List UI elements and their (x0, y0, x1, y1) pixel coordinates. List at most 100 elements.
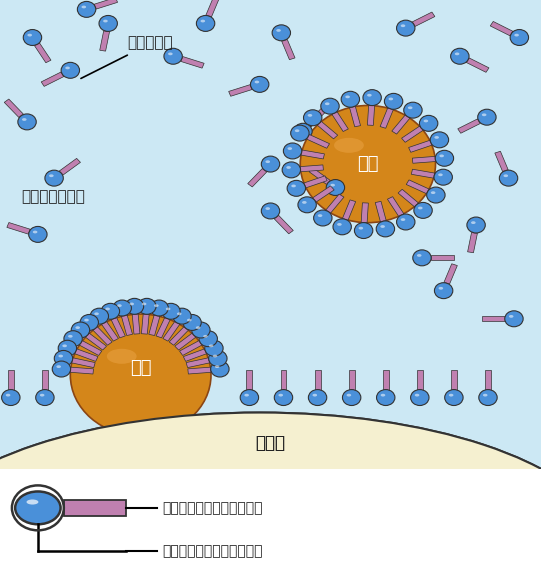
Circle shape (304, 110, 322, 126)
Polygon shape (398, 189, 419, 207)
Polygon shape (375, 202, 386, 222)
Polygon shape (412, 156, 436, 163)
Circle shape (445, 390, 463, 406)
Ellipse shape (331, 184, 335, 186)
Polygon shape (467, 233, 477, 253)
Circle shape (61, 62, 80, 79)
Ellipse shape (117, 304, 122, 307)
Polygon shape (121, 315, 133, 336)
Ellipse shape (417, 254, 421, 257)
Ellipse shape (359, 227, 363, 230)
Ellipse shape (276, 29, 281, 32)
Circle shape (101, 304, 120, 319)
Circle shape (77, 1, 96, 18)
Circle shape (478, 109, 496, 125)
Polygon shape (183, 349, 207, 362)
Polygon shape (412, 12, 435, 26)
Circle shape (427, 187, 445, 203)
Polygon shape (59, 158, 81, 175)
Circle shape (80, 315, 98, 331)
Polygon shape (317, 121, 338, 139)
Circle shape (240, 390, 259, 406)
Circle shape (326, 179, 345, 196)
Polygon shape (482, 316, 505, 321)
Ellipse shape (65, 67, 70, 69)
Circle shape (499, 170, 518, 186)
Ellipse shape (408, 107, 412, 109)
Circle shape (183, 315, 201, 331)
Ellipse shape (418, 207, 423, 209)
Circle shape (196, 15, 215, 32)
Polygon shape (163, 322, 180, 341)
Circle shape (272, 25, 291, 41)
Ellipse shape (438, 173, 443, 176)
Polygon shape (35, 43, 51, 63)
Text: 汚れ: 汚れ (357, 155, 379, 173)
Polygon shape (301, 150, 325, 159)
Polygon shape (72, 358, 95, 367)
Ellipse shape (286, 166, 291, 169)
Circle shape (434, 169, 452, 185)
Circle shape (23, 29, 42, 46)
Circle shape (54, 350, 72, 366)
Polygon shape (141, 314, 149, 334)
Polygon shape (156, 318, 170, 338)
Polygon shape (41, 72, 64, 86)
Polygon shape (149, 315, 160, 336)
Circle shape (2, 390, 20, 406)
Polygon shape (444, 264, 457, 284)
Ellipse shape (68, 335, 72, 338)
Ellipse shape (22, 118, 27, 121)
Ellipse shape (154, 304, 159, 307)
Polygon shape (367, 105, 374, 125)
Polygon shape (75, 349, 98, 362)
Ellipse shape (424, 120, 428, 122)
Ellipse shape (166, 308, 170, 311)
Polygon shape (349, 370, 355, 390)
Circle shape (430, 132, 448, 148)
Ellipse shape (482, 114, 486, 116)
Circle shape (70, 314, 211, 436)
Circle shape (377, 390, 395, 406)
Circle shape (274, 390, 293, 406)
Polygon shape (247, 370, 252, 390)
Ellipse shape (439, 155, 444, 157)
Circle shape (210, 361, 229, 377)
Ellipse shape (483, 394, 487, 397)
Ellipse shape (308, 114, 312, 117)
Circle shape (333, 219, 351, 235)
Circle shape (113, 300, 131, 316)
Circle shape (204, 340, 223, 356)
Polygon shape (7, 223, 30, 234)
Polygon shape (495, 151, 508, 172)
Circle shape (414, 202, 432, 219)
Ellipse shape (0, 413, 541, 586)
Ellipse shape (291, 185, 296, 188)
Ellipse shape (27, 499, 38, 505)
Polygon shape (485, 370, 491, 390)
Ellipse shape (40, 394, 44, 397)
Text: 洗剤の溶けた水: 洗剤の溶けた水 (22, 189, 85, 205)
Polygon shape (300, 165, 324, 172)
Polygon shape (188, 367, 211, 374)
Circle shape (137, 298, 156, 314)
Circle shape (29, 226, 47, 243)
Circle shape (52, 361, 71, 377)
Polygon shape (307, 135, 329, 148)
Polygon shape (100, 31, 109, 51)
Ellipse shape (302, 201, 307, 204)
Text: 洗灩物: 洗灩物 (255, 434, 286, 452)
Ellipse shape (471, 222, 476, 224)
Circle shape (314, 210, 332, 226)
Polygon shape (392, 115, 410, 134)
Circle shape (413, 250, 431, 266)
Bar (64, 500, 126, 516)
Circle shape (126, 298, 144, 314)
Ellipse shape (168, 53, 173, 55)
Ellipse shape (56, 365, 61, 368)
Ellipse shape (6, 394, 10, 397)
Circle shape (404, 102, 422, 118)
Circle shape (18, 114, 36, 130)
Ellipse shape (209, 345, 214, 347)
Ellipse shape (82, 6, 86, 8)
